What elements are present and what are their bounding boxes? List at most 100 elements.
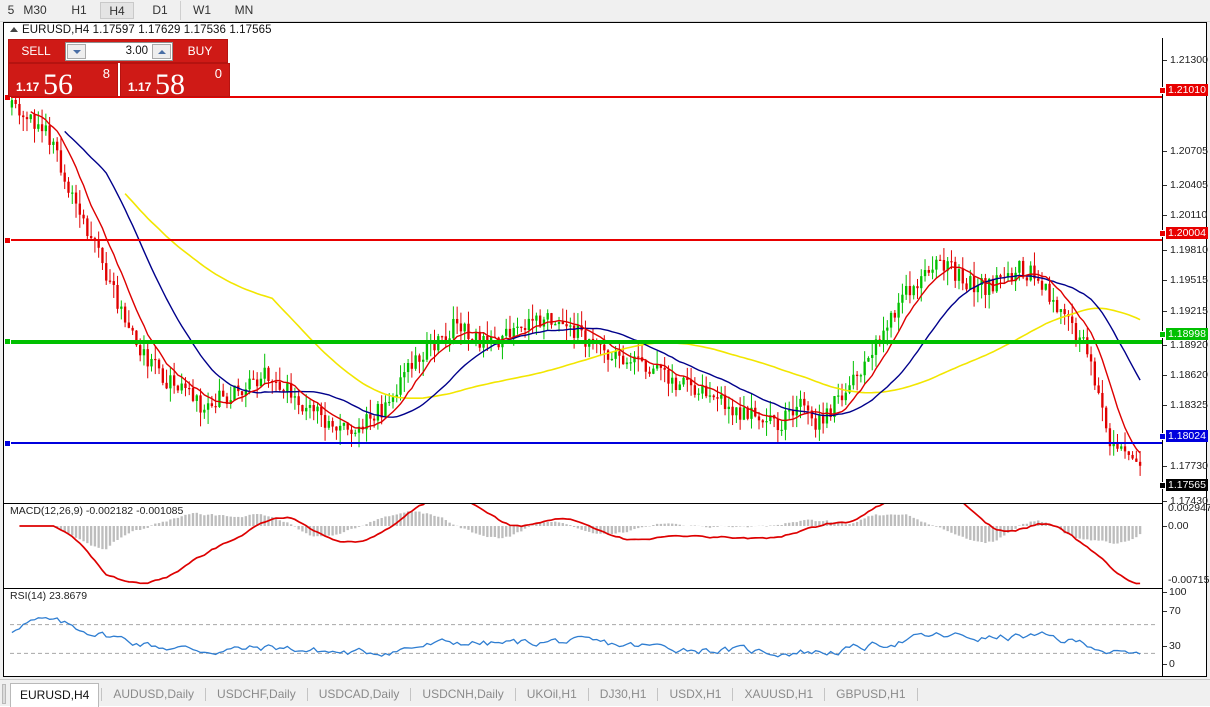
sell-price-quote[interactable]: 1.17 56 8	[8, 63, 118, 97]
trade-controls-row: SELL 3.00 BUY	[8, 39, 228, 63]
price-tick-label: 1.18920	[1170, 339, 1208, 351]
chart-tab-usdcnh-daily[interactable]: USDCNH,Daily	[413, 684, 512, 705]
chart-tab-usdchf-daily[interactable]: USDCHF,Daily	[208, 684, 305, 705]
volume-increment-button[interactable]	[152, 44, 171, 59]
buy-price-fraction: 0	[215, 66, 222, 81]
price-tick-label: 1.19810	[1170, 244, 1208, 256]
price-tick	[1163, 311, 1167, 312]
price-line-anchor[interactable]	[4, 440, 11, 447]
price-level-marker[interactable]	[1159, 433, 1166, 440]
tab-divider	[917, 688, 918, 701]
price-tick-label: 1.19215	[1170, 305, 1208, 317]
tab-divider	[101, 688, 102, 701]
chart-tab-dj30-h1[interactable]: DJ30,H1	[591, 684, 656, 705]
sell-price-fraction: 8	[103, 66, 110, 81]
macd-pane[interactable]: MACD(12,26,9) -0.002182 -0.001085	[4, 504, 1162, 588]
volume-value: 3.00	[126, 45, 148, 57]
price-level-badge[interactable]: 1.18024	[1166, 430, 1208, 442]
price-tick	[1163, 250, 1167, 251]
macd-scale-label: 0.00	[1168, 520, 1188, 532]
tab-divider	[588, 688, 589, 701]
rsi-scale-tick	[1163, 646, 1167, 647]
chart-tab-eurusd-h4[interactable]: EURUSD,H4	[10, 683, 99, 707]
timeframe-m30[interactable]: M30	[14, 2, 56, 19]
price-tick	[1163, 60, 1167, 61]
price-line-anchor[interactable]	[4, 338, 11, 345]
tab-divider	[205, 688, 206, 701]
sell-price-prefix: 1.17	[16, 80, 39, 94]
timeframe-h1[interactable]: H1	[62, 2, 96, 19]
price-level-marker[interactable]	[1159, 331, 1166, 338]
price-tick	[1163, 280, 1167, 281]
rsi-svg	[4, 589, 1162, 676]
sell-button[interactable]: SELL	[10, 41, 62, 62]
price-tick	[1163, 345, 1167, 346]
tabbar-handle[interactable]	[2, 684, 6, 704]
buy-price-big: 58	[155, 68, 185, 102]
price-tick	[1163, 466, 1167, 467]
chart-tab-usdcad-daily[interactable]: USDCAD,Daily	[310, 684, 409, 705]
timeframe-w1[interactable]: W1	[184, 2, 220, 19]
timeframe-d1[interactable]: D1	[142, 2, 178, 19]
price-level-marker[interactable]	[1159, 230, 1166, 237]
price-level-badge[interactable]: 1.20004	[1166, 227, 1208, 239]
price-tick-label: 1.21300	[1170, 54, 1208, 66]
tab-divider	[824, 688, 825, 701]
volume-decrement-button[interactable]	[67, 44, 86, 59]
price-level-marker[interactable]	[1159, 87, 1166, 94]
chart-tab-ukoil-h1[interactable]: UKOil,H1	[518, 684, 586, 705]
horizontal-price-line[interactable]	[4, 442, 1162, 444]
price-tick	[1163, 375, 1167, 376]
tab-divider	[657, 688, 658, 701]
price-chart-svg	[4, 38, 1162, 503]
rsi-scale-label: 100	[1169, 586, 1187, 598]
price-tick	[1163, 185, 1167, 186]
price-pane[interactable]	[4, 38, 1162, 503]
price-tick-label: 1.18620	[1170, 369, 1208, 381]
chart-plot-area[interactable]: MACD(12,26,9) -0.002182 -0.001085 RSI(14…	[4, 38, 1206, 676]
horizontal-price-line[interactable]	[4, 340, 1162, 344]
timeframe-h4[interactable]: H4	[100, 2, 134, 19]
rsi-label: RSI(14) 23.8679	[10, 590, 87, 602]
sell-price-big: 56	[43, 68, 73, 102]
one-click-trading-panel[interactable]: SELL 3.00 BUY 1.17 56 8 1.17 58 0	[8, 39, 228, 97]
chart-tab-audusd-daily[interactable]: AUDUSD,Daily	[104, 684, 203, 705]
tab-divider	[410, 688, 411, 701]
price-tick-label: 1.20705	[1170, 145, 1208, 157]
price-level-marker[interactable]	[1159, 482, 1166, 489]
rsi-scale-label: 0	[1169, 658, 1175, 670]
price-tick	[1163, 501, 1167, 502]
rsi-scale-tick	[1163, 611, 1167, 612]
price-tick	[1163, 215, 1167, 216]
tab-divider	[307, 688, 308, 701]
horizontal-price-line[interactable]	[4, 239, 1162, 241]
timeframe-mn[interactable]: MN	[226, 2, 262, 19]
price-line-anchor[interactable]	[4, 237, 11, 244]
price-level-badge[interactable]: 1.21010	[1166, 84, 1208, 96]
rsi-scale-label: 30	[1169, 640, 1181, 652]
chart-tab-usdx-h1[interactable]: USDX,H1	[660, 684, 730, 705]
collapse-triangle-icon[interactable]	[10, 27, 18, 32]
chart-titlebar: EURUSD,H4 1.17597 1.17629 1.17536 1.1756…	[4, 23, 1206, 38]
price-level-badge[interactable]: 1.17565	[1166, 479, 1208, 491]
volume-input[interactable]: 3.00	[65, 42, 173, 61]
rsi-pane[interactable]: RSI(14) 23.8679	[4, 589, 1162, 676]
chart-tab-gbpusd-h1[interactable]: GBPUSD,H1	[827, 684, 914, 705]
buy-button[interactable]: BUY	[174, 41, 226, 62]
chart-tab-xauusd-h1[interactable]: XAUUSD,H1	[735, 684, 822, 705]
rsi-scale-label: 70	[1169, 605, 1181, 617]
toolbar-divider	[180, 1, 181, 20]
price-tick	[1163, 405, 1167, 406]
price-tick-label: 1.20110	[1170, 209, 1207, 221]
buy-price-quote[interactable]: 1.17 58 0	[120, 63, 230, 97]
price-tick	[1163, 151, 1167, 152]
price-tick-label: 1.19515	[1170, 274, 1208, 286]
chart-title: EURUSD,H4 1.17597 1.17629 1.17536 1.1756…	[22, 24, 272, 36]
price-tick-label: 1.18325	[1170, 399, 1208, 411]
rsi-scale-tick	[1163, 592, 1167, 593]
